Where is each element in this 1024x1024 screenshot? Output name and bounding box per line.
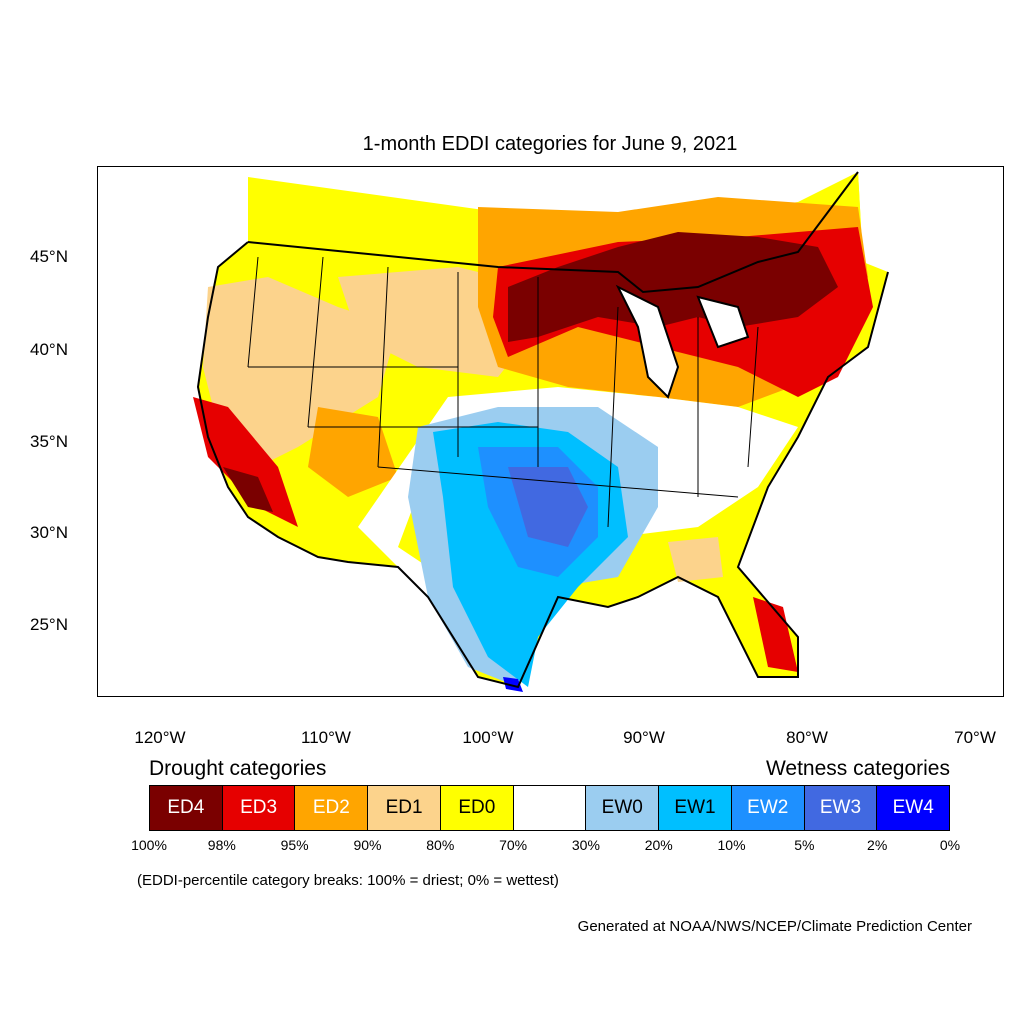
legend-cell-normal bbox=[513, 786, 587, 830]
ew3-region bbox=[508, 467, 588, 547]
legend-cell-ed1: ED1 bbox=[368, 786, 441, 830]
percent-break-label: 70% bbox=[499, 837, 528, 853]
drought-heading: Drought categories bbox=[149, 757, 327, 780]
ew4-spot bbox=[503, 677, 523, 692]
credit-text: Generated at NOAA/NWS/NCEP/Climate Predi… bbox=[577, 918, 972, 935]
map-frame bbox=[97, 166, 1004, 697]
legend-cell-ed0: ED0 bbox=[440, 786, 514, 830]
percent-break-label: 90% bbox=[353, 837, 382, 853]
ed3-california bbox=[193, 397, 298, 527]
lon-label-100: 100°W bbox=[462, 728, 514, 747]
percent-break-label: 20% bbox=[644, 837, 673, 853]
lat-label-25: 25°N bbox=[30, 615, 68, 634]
great-lakes bbox=[615, 284, 750, 399]
lon-label-80: 80°W bbox=[786, 728, 828, 747]
lat-label-30: 30°N bbox=[30, 523, 68, 542]
state-lines bbox=[247, 256, 759, 528]
category-note: (EDDI-percentile category breaks: 100% =… bbox=[137, 872, 559, 889]
legend-cell-ew0: EW0 bbox=[586, 786, 660, 830]
usa-outline bbox=[196, 171, 889, 689]
legend-cell-ed2: ED2 bbox=[295, 786, 369, 830]
legend-cell-ew1: EW1 bbox=[659, 786, 732, 830]
map-title: 1-month EDDI categories for June 9, 2021 bbox=[362, 133, 738, 155]
percent-break-label: 10% bbox=[717, 837, 746, 853]
legend-cell-ew3: EW3 bbox=[804, 786, 878, 830]
lat-label-35: 35°N bbox=[30, 432, 68, 451]
ed2-west bbox=[308, 407, 398, 497]
legend-cell-ed3: ED3 bbox=[222, 786, 296, 830]
lon-label-120: 120°W bbox=[134, 728, 186, 747]
lon-label-90: 90°W bbox=[623, 728, 665, 747]
legend-colorbar: ED4 ED3 ED2 ED1 ED0 EW0 EW1 EW2 EW3 EW4 bbox=[149, 785, 950, 831]
percent-break-label: 2% bbox=[867, 837, 888, 853]
lon-label-110: 110°W bbox=[301, 728, 351, 747]
lat-label-45: 45°N bbox=[30, 247, 68, 266]
legend-cell-ew4: EW4 bbox=[877, 786, 950, 830]
percent-break-label: 95% bbox=[280, 837, 309, 853]
wetness-heading: Wetness categories bbox=[765, 757, 950, 780]
legend-cell-ed4: ED4 bbox=[150, 786, 223, 830]
ed4-california bbox=[223, 467, 273, 512]
ed4-north bbox=[508, 232, 838, 342]
lat-label-40: 40°N bbox=[30, 340, 68, 359]
percent-break-label: 98% bbox=[207, 837, 236, 853]
legend-cell-ew2: EW2 bbox=[731, 786, 805, 830]
ed3-florida bbox=[753, 597, 798, 672]
percent-break-label: 80% bbox=[426, 837, 455, 853]
percent-break-label: 0% bbox=[939, 837, 961, 853]
percent-break-label: 30% bbox=[571, 837, 600, 853]
percent-break-label: 5% bbox=[794, 837, 815, 853]
lon-label-70: 70°W bbox=[954, 728, 996, 747]
eddi-map bbox=[193, 171, 889, 692]
percent-break-label: 100% bbox=[131, 837, 167, 853]
ed1-florida bbox=[668, 537, 723, 582]
